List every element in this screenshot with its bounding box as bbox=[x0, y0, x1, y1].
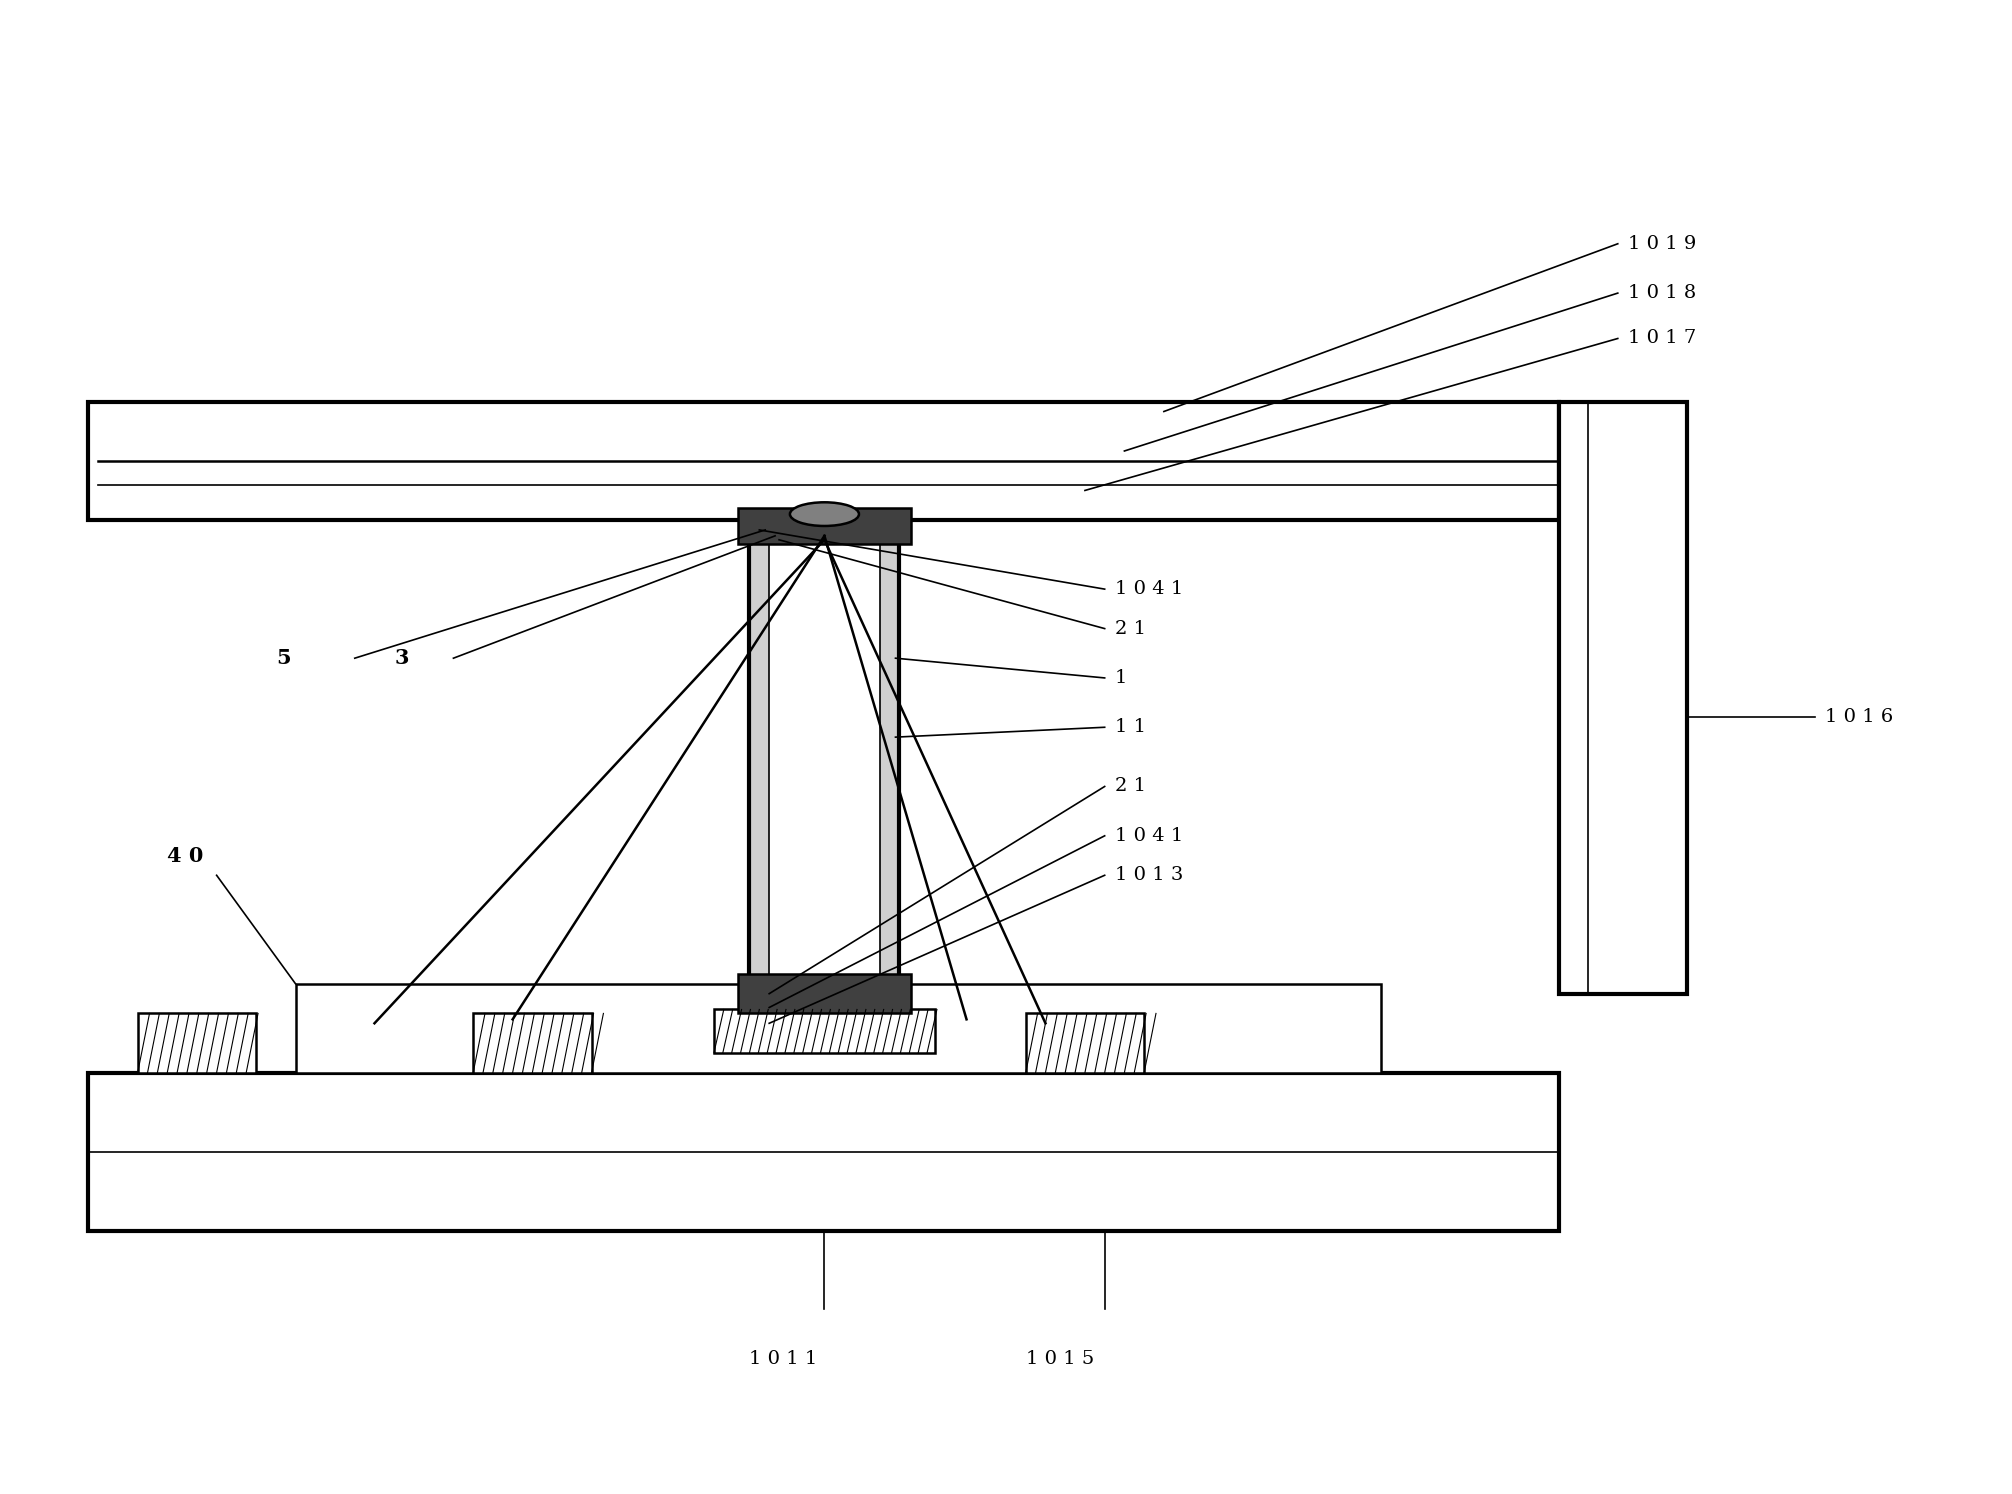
Bar bbox=[89, 402, 1559, 520]
Text: 1 0 1 1: 1 0 1 1 bbox=[748, 1349, 817, 1369]
Bar bbox=[89, 1073, 1559, 1231]
Text: 5: 5 bbox=[276, 648, 290, 668]
Text: 1 1: 1 1 bbox=[1115, 719, 1145, 737]
Bar bbox=[473, 1013, 592, 1073]
Text: 4 0: 4 0 bbox=[167, 846, 203, 865]
Bar bbox=[296, 985, 1380, 1073]
Text: 2 1: 2 1 bbox=[1115, 777, 1145, 795]
Text: 1 0 1 8: 1 0 1 8 bbox=[1628, 284, 1696, 302]
Text: 1 0 1 7: 1 0 1 7 bbox=[1628, 330, 1696, 348]
Text: 1 0 1 6: 1 0 1 6 bbox=[1825, 708, 1893, 726]
Text: 2 1: 2 1 bbox=[1115, 620, 1145, 638]
Bar bbox=[738, 508, 911, 544]
Text: 1 0 4 1: 1 0 4 1 bbox=[1115, 580, 1183, 598]
Ellipse shape bbox=[791, 502, 859, 526]
Text: 1 0 1 3: 1 0 1 3 bbox=[1115, 867, 1183, 884]
Bar bbox=[1026, 1013, 1145, 1073]
Text: 1 0 1 5: 1 0 1 5 bbox=[1026, 1349, 1095, 1369]
Text: 1: 1 bbox=[1115, 669, 1127, 687]
Text: 1 0 1 9: 1 0 1 9 bbox=[1628, 235, 1696, 252]
Bar bbox=[1559, 402, 1686, 994]
Bar bbox=[769, 524, 879, 980]
Bar bbox=[714, 1010, 936, 1053]
Text: 1 0 4 1: 1 0 4 1 bbox=[1115, 826, 1183, 844]
Bar bbox=[748, 520, 899, 985]
Text: 3: 3 bbox=[394, 648, 408, 668]
Bar bbox=[137, 1013, 256, 1073]
Bar bbox=[738, 974, 911, 1013]
